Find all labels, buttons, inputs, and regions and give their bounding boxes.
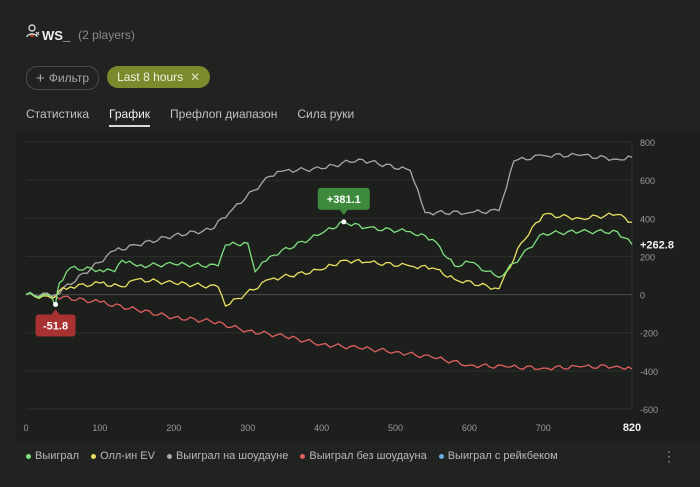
tab-hand-strength[interactable]: Сила руки <box>297 107 355 121</box>
legend-label: Выиграл без шоудауна <box>309 450 427 462</box>
time-filter-label: Last 8 hours <box>117 70 184 84</box>
x-tick-label: 200 <box>166 423 181 433</box>
chart-legend: Выиграл Олл-ин EV Выиграл на шоудауне Вы… <box>26 450 558 462</box>
legend-item-rakeback[interactable]: Выиграл с рейкбеком <box>438 450 558 462</box>
legend-dot-showdown <box>166 453 172 459</box>
annotation-label: -51.8 <box>43 320 68 332</box>
tab-graph[interactable]: График <box>109 107 151 127</box>
player-name: WS_ <box>42 27 71 43</box>
tab-bar: Статистика График Префлоп диапазон Сила … <box>26 107 354 127</box>
legend-dot-no-showdown <box>300 453 306 459</box>
annotation-label: +381.1 <box>327 194 361 206</box>
annotation-point <box>341 219 347 225</box>
y-tick-label: -400 <box>640 367 658 377</box>
annotation-pointer <box>51 309 60 315</box>
x-tick-label: 100 <box>92 423 107 433</box>
tab-preflop-range[interactable]: Префлоп диапазон <box>170 107 278 121</box>
y-tick-label: -200 <box>640 329 658 339</box>
filter-bar: + Фильтр Last 8 hours ✕ <box>26 66 211 90</box>
plus-icon: + <box>36 69 45 87</box>
y-tick-label: 0 <box>640 291 645 301</box>
line-chart: 800 600 400 200 0 -200 -400 -600 0 100 200 300 400 50… <box>23 138 674 434</box>
tab-statistics[interactable]: Статистика <box>26 107 90 121</box>
time-filter-chip[interactable]: Last 8 hours ✕ <box>107 66 211 88</box>
y-tick-label: 800 <box>640 138 655 148</box>
legend-item-allin-ev[interactable]: Олл-ин EV <box>91 450 155 462</box>
add-filter-button[interactable]: + Фильтр <box>26 66 100 90</box>
x-tick-label: 600 <box>462 423 477 433</box>
legend-dot-rakeback <box>438 453 444 459</box>
y-tick-label: 600 <box>640 176 655 186</box>
series-line-showdown <box>25 152 633 298</box>
annotation-badge <box>317 187 370 210</box>
legend-item-no-showdown[interactable]: Выиграл без шоудауна <box>300 450 427 462</box>
x-tick-label: 300 <box>240 423 255 433</box>
legend-label: Выиграл на шоудауне <box>175 450 289 462</box>
more-options-icon[interactable]: ⋮ <box>662 448 676 464</box>
legend-item-won[interactable]: Выиграл <box>26 450 79 462</box>
legend-dot-won <box>26 453 31 459</box>
y-tick-label: -600 <box>640 405 658 415</box>
annotation-pointer <box>339 209 348 215</box>
y-tick-label: 200 <box>640 252 655 262</box>
x-last-label: 820 <box>623 422 641 434</box>
series-line-no_showdown <box>25 291 633 371</box>
legend-label: Выиграл <box>35 450 80 462</box>
annotation-label: +262.8 <box>640 239 674 251</box>
y-tick-label: 400 <box>640 214 655 224</box>
legend-label: Олл-ин EV <box>100 450 155 462</box>
legend-label: Выиграл с рейкбеком <box>447 450 558 462</box>
annotation-point <box>53 301 59 307</box>
player-header: WS_ (2 players) <box>26 24 135 46</box>
series-line-allin_ev <box>25 212 633 307</box>
x-tick-label: 700 <box>536 423 551 433</box>
x-tick-label: 400 <box>314 423 329 433</box>
x-tick-label: 500 <box>388 423 403 433</box>
close-icon[interactable]: ✕ <box>190 70 201 84</box>
status-dot <box>30 33 34 37</box>
add-filter-label: Фильтр <box>48 71 90 85</box>
users-icon <box>26 24 40 38</box>
annotation-badge <box>35 314 76 337</box>
legend-dot-allin-ev <box>91 453 97 459</box>
legend-item-showdown[interactable]: Выиграл на шоудауне <box>166 450 289 462</box>
player-count: (2 players) <box>78 28 135 42</box>
x-tick-label: 0 <box>23 423 28 433</box>
series-line-won <box>25 221 633 306</box>
chart-area: 800 600 400 200 0 -200 -400 -600 0 100 200 300 400 50… <box>16 132 700 442</box>
